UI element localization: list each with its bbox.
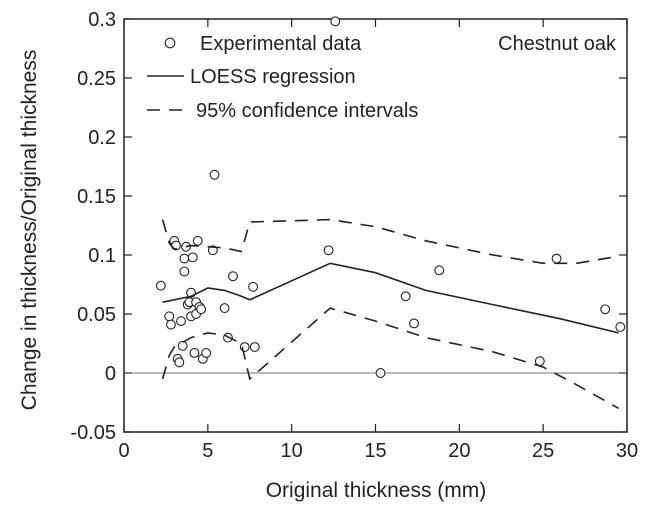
axis-ticks <box>123 18 628 433</box>
y-tick-label: 0 <box>105 363 116 385</box>
x-tick-label: 20 <box>448 440 470 462</box>
y-tick-label: -0.05 <box>70 422 116 444</box>
data-point <box>534 356 545 367</box>
chart-annotation: Chestnut oak <box>498 33 617 55</box>
data-point <box>207 245 218 256</box>
legend: Experimental data LOESS regression 95% c… <box>147 33 418 122</box>
loess-regression-line <box>162 262 619 334</box>
data-point <box>228 271 238 282</box>
data-point <box>375 368 386 378</box>
x-tick-label: 5 <box>202 440 213 462</box>
x-axis-title: Original thickness (mm) <box>266 479 487 502</box>
data-point <box>176 316 186 327</box>
x-tick-label: 0 <box>118 440 129 462</box>
data-point <box>323 245 334 256</box>
data-point <box>330 16 341 27</box>
data-point <box>551 253 562 264</box>
data-point <box>219 303 230 314</box>
data-point <box>177 340 188 351</box>
confidence-interval-line <box>161 307 619 410</box>
y-tick-label: 0.05 <box>77 304 116 326</box>
data-point <box>196 304 207 315</box>
data-point <box>400 291 411 302</box>
y-tick-label: 0.2 <box>88 127 116 149</box>
data-point <box>249 342 260 352</box>
data-point <box>409 318 420 329</box>
data-point <box>174 357 185 368</box>
data-point <box>434 265 445 276</box>
data-point <box>165 319 176 330</box>
data-point <box>179 253 190 264</box>
data-point <box>187 252 198 263</box>
data-point <box>155 280 166 291</box>
legend-marker-experimental <box>164 37 176 49</box>
x-tick-label: 10 <box>281 440 303 462</box>
y-axis-title: Change in thickness/Original thickness <box>18 50 41 411</box>
y-tick-label: 0.25 <box>77 68 116 90</box>
data-point <box>615 322 626 332</box>
legend-label-loess: LOESS regression <box>190 66 356 88</box>
y-tick-labels: -0.05 0 0.05 0.1 0.15 0.2 0.25 0.3 <box>70 9 116 444</box>
data-point <box>164 311 175 322</box>
data-point <box>248 281 259 292</box>
x-tick-label: 30 <box>616 440 638 462</box>
y-tick-label: 0.1 <box>88 245 116 267</box>
y-tick-label: 0.3 <box>88 9 116 31</box>
x-tick-labels: 0 5 10 15 20 25 30 <box>118 440 638 462</box>
data-point <box>201 347 212 358</box>
data-point <box>600 304 611 315</box>
series-group <box>155 16 626 410</box>
x-tick-label: 15 <box>364 440 386 462</box>
legend-label-ci: 95% confidence intervals <box>196 100 418 122</box>
x-tick-label: 25 <box>532 440 554 462</box>
data-point <box>189 347 200 358</box>
data-point <box>192 235 203 246</box>
data-point <box>209 169 220 180</box>
data-point <box>179 266 190 277</box>
legend-label-experimental: Experimental data <box>200 33 362 55</box>
y-tick-label: 0.15 <box>77 186 116 208</box>
